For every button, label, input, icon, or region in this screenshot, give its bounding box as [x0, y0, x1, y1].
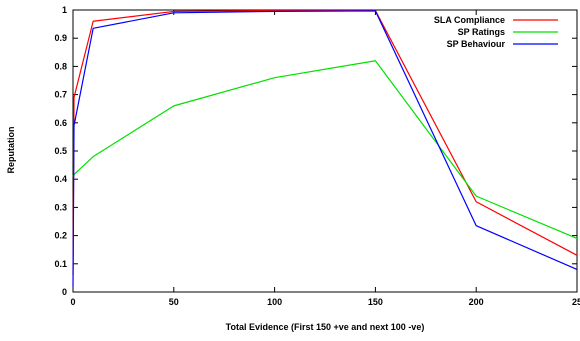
legend: SLA Compliance SP Ratings SP Behaviour [434, 15, 558, 49]
y-tick-label: 1 [62, 5, 67, 15]
x-tick-label: 150 [368, 297, 383, 307]
x-axis-label: Total Evidence (First 150 +ve and next 1… [226, 322, 425, 332]
y-tick-label: 0.9 [54, 33, 67, 43]
y-tick-label: 0.6 [54, 118, 67, 128]
legend-label: SP Ratings [458, 27, 505, 37]
x-tick-label: 0 [70, 297, 75, 307]
y-tick-label: 0.2 [54, 231, 67, 241]
legend-label: SLA Compliance [434, 15, 505, 25]
series-lines [72, 9, 578, 287]
axes [72, 9, 578, 293]
series-line-sp-behaviour [72, 10, 578, 287]
x-tick-label: 25 [572, 297, 580, 307]
series-line-sp-ratings [72, 60, 578, 239]
y-tick-label: 0.1 [54, 259, 67, 269]
x-tick-label: 200 [469, 297, 484, 307]
y-axis-label: Reputation [6, 127, 16, 174]
y-tick-label: 0.8 [54, 61, 67, 71]
x-tick-label: 100 [267, 297, 282, 307]
y-tick-label: 0.3 [54, 202, 67, 212]
y-tick-label: 0.4 [54, 174, 67, 184]
y-tick-label: 0.7 [54, 90, 67, 100]
tick-labels: 0 0.1 0.2 0.3 0.4 0.5 0.6 0.7 0.8 0.9 1 0 50 100 150 20… [54, 5, 580, 307]
y-tick-label: 0.5 [54, 146, 67, 156]
y-tick-label: 0 [62, 287, 67, 297]
series-line-sla-compliance [72, 9, 578, 276]
plot-frame [72, 9, 578, 293]
legend-label: SP Behaviour [447, 39, 506, 49]
x-tick-label: 50 [169, 297, 179, 307]
